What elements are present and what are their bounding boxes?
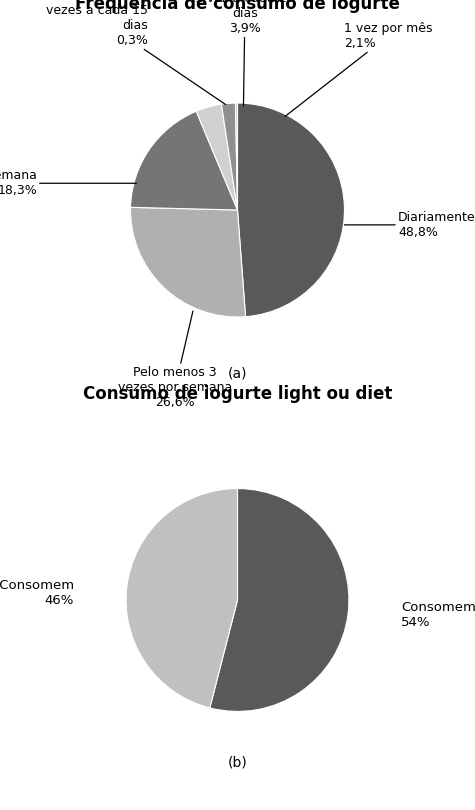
Text: 1 vez a cada 15
dias
3,9%: 1 vez a cada 15 dias 3,9% bbox=[195, 0, 295, 106]
Wedge shape bbox=[238, 103, 344, 317]
Title: Frequência de consumo de iogurte: Frequência de consumo de iogurte bbox=[75, 0, 400, 12]
Text: (b): (b) bbox=[228, 756, 247, 770]
Wedge shape bbox=[221, 103, 238, 210]
Wedge shape bbox=[196, 104, 238, 210]
Text: Não Consomem
46%: Não Consomem 46% bbox=[0, 578, 74, 607]
Text: (a): (a) bbox=[228, 366, 247, 380]
Wedge shape bbox=[126, 488, 238, 708]
Wedge shape bbox=[131, 207, 246, 317]
Wedge shape bbox=[131, 111, 238, 210]
Wedge shape bbox=[210, 488, 349, 711]
Text: 1 vez por semana
18,3%: 1 vez por semana 18,3% bbox=[0, 169, 136, 198]
Text: Pelo menos 3
vezes a cada 15
dias
0,3%: Pelo menos 3 vezes a cada 15 dias 0,3% bbox=[47, 0, 226, 104]
Title: Consumo de iogurte light ou diet: Consumo de iogurte light ou diet bbox=[83, 385, 392, 403]
Text: Diariamente
48,8%: Diariamente 48,8% bbox=[344, 211, 475, 239]
Text: Consomem
54%: Consomem 54% bbox=[401, 601, 475, 629]
Wedge shape bbox=[236, 103, 238, 210]
Text: 1 vez por mês
2,1%: 1 vez por mês 2,1% bbox=[285, 22, 433, 117]
Text: Pelo menos 3
vezes por semana
26,6%: Pelo menos 3 vezes por semana 26,6% bbox=[118, 311, 232, 409]
